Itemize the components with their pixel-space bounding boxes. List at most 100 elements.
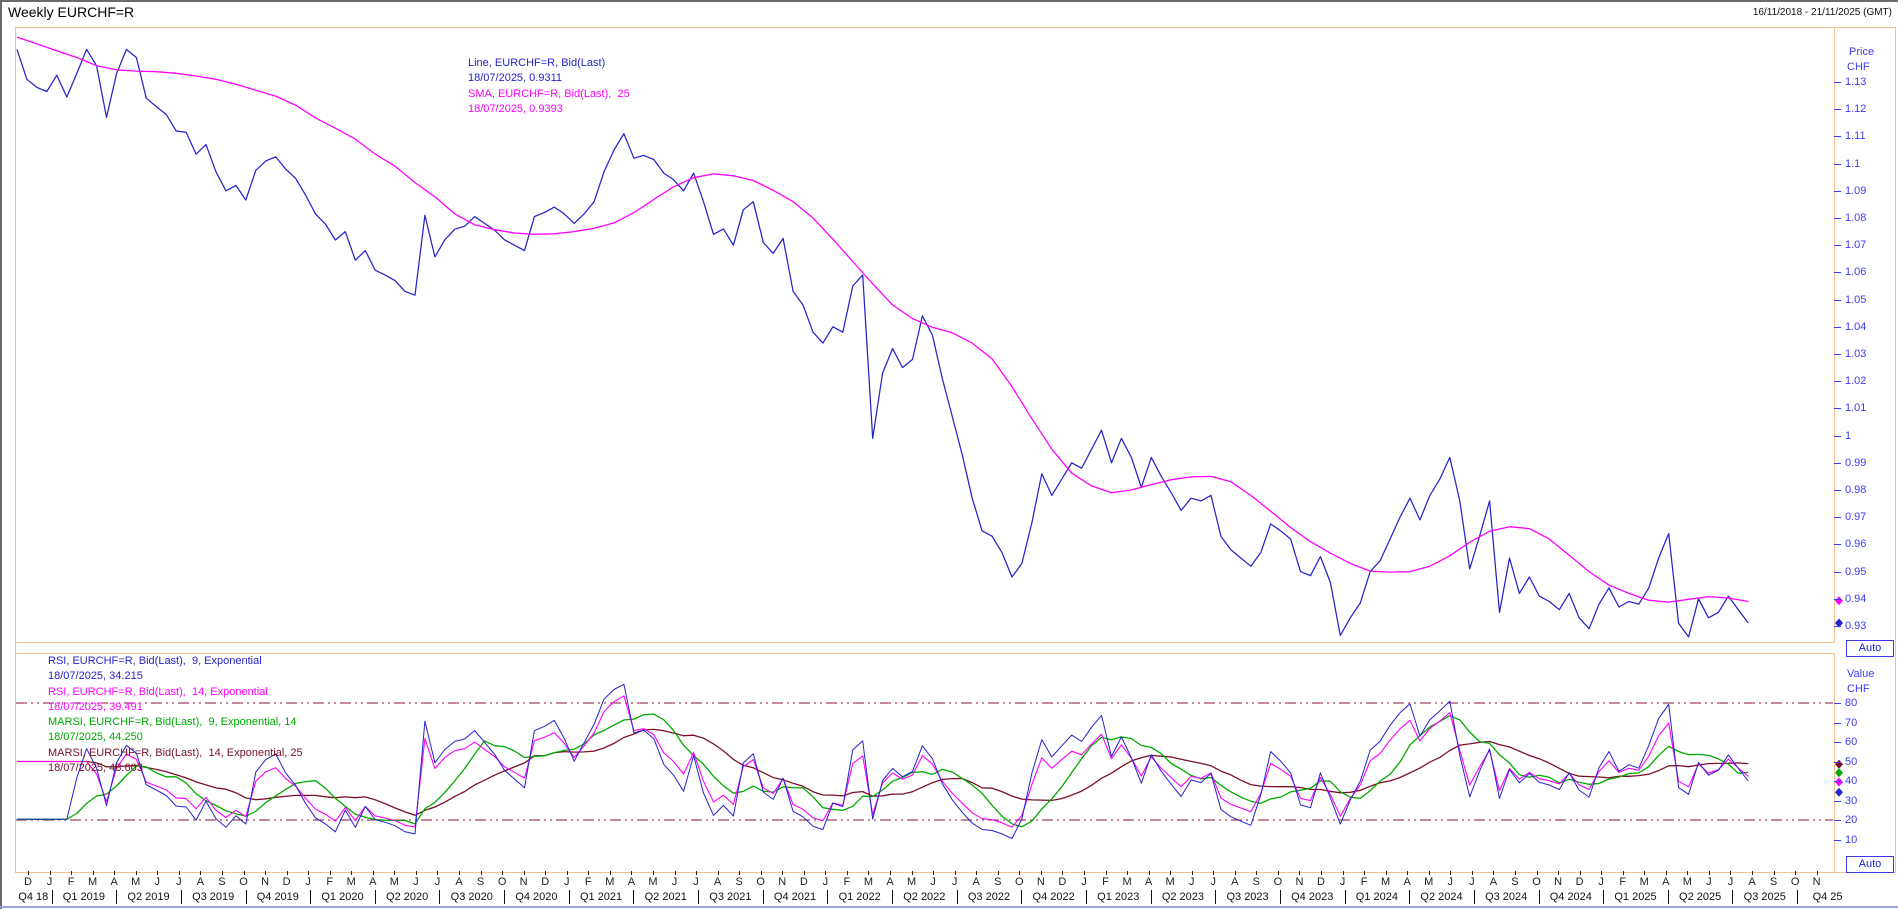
month-tick [114,871,116,875]
month-tick [696,871,698,875]
month-tick-label: M [346,876,356,888]
sma-current-marker [1835,596,1843,606]
quarter-separator [1150,890,1152,904]
month-tick-label: J [413,876,419,888]
month-tick-label: J [951,876,958,888]
month-tick [200,871,202,875]
month-tick [1321,871,1322,875]
quarter-label: Q3 2020 [450,891,493,903]
month-tick-label: A [1144,876,1153,888]
month-tick-label: J [930,876,936,888]
month-tick-label: S [735,876,743,888]
month-tick-label: J [176,876,182,888]
price-axis-tick-mark [1834,462,1841,464]
indicator-legend-line: 18/07/2025, 44.250 [48,731,143,744]
quarter-separator [1473,890,1475,904]
month-tick [609,871,611,875]
month-tick [976,871,978,875]
month-tick [1752,871,1753,875]
month-tick [415,871,417,875]
quarter-label: Q1 2019 [62,891,105,903]
quarter-separator [1667,890,1669,904]
quarter-label: Q2 2023 [1161,891,1205,903]
price-axis-tick-label: 0.95 [1845,565,1867,578]
month-tick-label: J [1706,876,1712,888]
value-axis-tick-label: 60 [1845,736,1858,748]
date-range-label: 16/11/2018 - 21/11/2025 (GMT) [1752,7,1892,18]
quarter-label: Q2 2021 [644,891,687,903]
value-axis-tick-mark [1834,820,1841,821]
month-tick [545,871,547,875]
month-tick [1213,871,1215,875]
month-tick [372,871,374,875]
month-tick [1816,871,1818,875]
price-axis-tick-mark [1834,354,1841,355]
month-tick [1795,871,1797,875]
month-tick [437,871,439,875]
quarter-label: Q2 2020 [386,891,429,903]
quarter-separator [51,890,53,904]
quarter-separator [1538,890,1540,904]
price-axis-tick-label: 0.94 [1845,592,1867,605]
indicator-legend-line: 18/07/2025, 34.215 [48,670,143,683]
month-tick-label: D [541,876,550,888]
price-axis-title: Price [1849,46,1875,58]
month-tick-label: D [1317,876,1325,888]
month-tick [1558,871,1560,875]
month-tick-label: N [1295,876,1304,888]
value-axis-tick-label: 70 [1845,716,1858,729]
price-legend-line: SMA, EURCHF=R, Bid(Last), 25 [468,87,630,100]
month-tick-label: J [1469,876,1475,888]
quarter-separator [892,890,893,904]
price-axis-tick-label: 1.1 [1845,157,1861,170]
month-tick-label: A [1662,876,1670,888]
month-tick [1407,871,1409,875]
indicator-legend: RSI, EURCHF=R, Bid(Last), 9, Exponential… [48,654,303,776]
price-current-marker [1835,618,1843,628]
month-tick [1062,871,1064,875]
price-axis-tick-label: 1.06 [1845,266,1867,279]
quarter-label: Q3 2024 [1485,891,1528,903]
price-axis-unit: CHF [1847,61,1870,73]
value-axis-tick-label: 80 [1845,697,1858,709]
quarter-separator [504,890,506,904]
value-axis-tick-label: 20 [1845,814,1858,826]
month-tick-label: A [972,876,980,888]
quarter-label: Q2 2019 [127,891,170,903]
month-tick-label: N [519,876,528,888]
quarter-label: Q3 2025 [1743,891,1786,903]
month-tick-label: M [1381,876,1391,888]
quarter-label: Q3 2023 [1226,891,1269,903]
month-tick-label: A [369,876,377,888]
price-axis-tick-mark [1834,326,1841,328]
quarter-separator [439,890,441,904]
month-tick [933,871,935,875]
month-tick [135,871,137,875]
rsi14-line [17,695,1749,828]
month-tick [631,871,633,875]
month-tick [329,871,331,875]
month-tick-label: M [648,876,658,888]
price-axis-auto-button[interactable]: Auto [1846,640,1894,657]
month-tick-label: J [693,876,699,888]
rsi9-current-marker [1835,787,1843,797]
price-axis-tick-mark [1834,272,1841,274]
month-tick [1687,871,1689,875]
month-tick-label: O [1015,876,1024,888]
quarter-separator [827,890,829,904]
quarter-separator [374,890,376,904]
quarter-separator [1732,890,1734,904]
window-bottom-edge [0,906,1898,908]
price-axis-tick-mark [1834,190,1841,192]
price-legend: Line, EURCHF=R, Bid(Last) 18/07/2025, 0.9… [468,56,630,117]
price-axis-tick-label: 1.04 [1845,320,1867,333]
price-axis-tick-mark [1834,490,1841,491]
price-axis-tick-label: 0.93 [1845,620,1867,632]
quarter-label: Q3 2021 [709,891,752,903]
month-tick-label: J [1081,876,1087,888]
quarter-label: Q4 2020 [515,891,558,903]
quarter-label: Q4 2019 [256,891,299,903]
price-axis-tick-mark [1834,598,1841,600]
marsi9-line [17,713,1749,828]
value-axis-auto-button[interactable]: Auto [1846,856,1894,873]
